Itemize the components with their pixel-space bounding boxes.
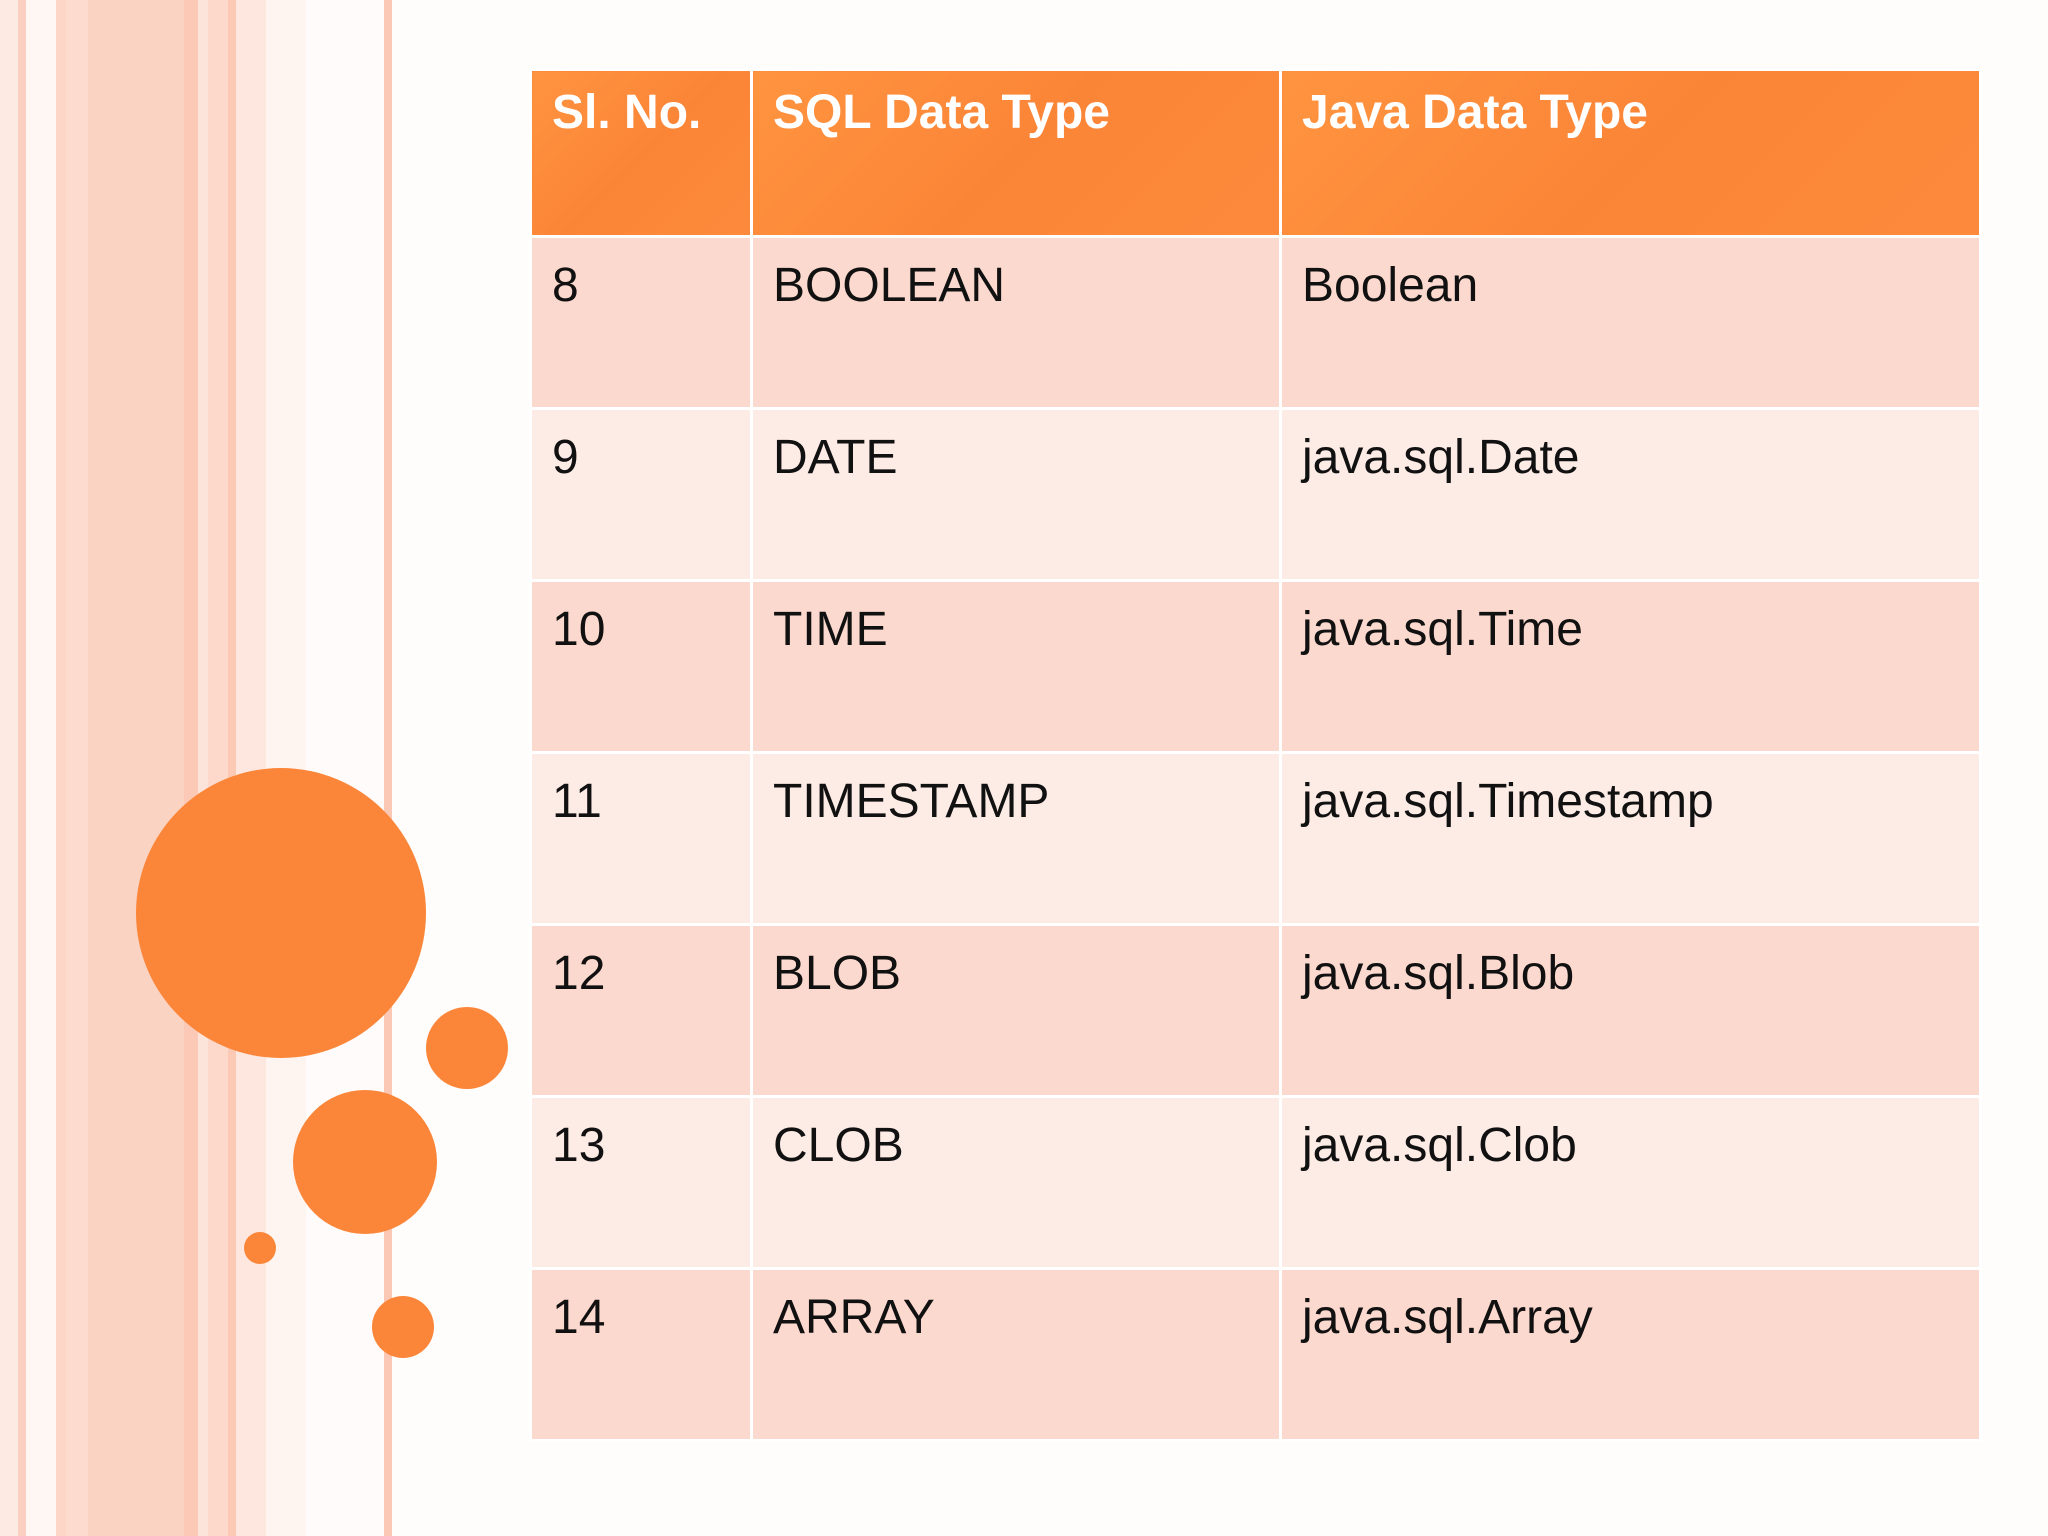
cell-java-type: java.sql.Timestamp (1279, 751, 1982, 926)
stripe (26, 0, 56, 1536)
cell-serial-number: 8 (529, 235, 753, 410)
cell-serial-number: 14 (529, 1267, 753, 1442)
cell-sql-type: TIME (750, 579, 1282, 754)
stripe (208, 0, 228, 1536)
cell-serial-number: 9 (529, 407, 753, 582)
stripe (0, 0, 18, 1536)
table-row: 10 TIME java.sql.Time (529, 579, 1982, 754)
cell-serial-number: 10 (529, 579, 753, 754)
cell-java-type: java.sql.Blob (1279, 923, 1982, 1098)
stripe (56, 0, 66, 1536)
table-row: 13 CLOB java.sql.Clob (529, 1095, 1982, 1270)
header-serial-number: Sl. No. (529, 68, 753, 238)
large-circle (136, 768, 426, 1058)
table-row: 11 TIMESTAMP java.sql.Timestamp (529, 751, 1982, 926)
stripe (384, 0, 392, 1536)
cell-java-type: java.sql.Array (1279, 1267, 1982, 1442)
small-circle (372, 1296, 434, 1358)
cell-sql-type: BOOLEAN (750, 235, 1282, 410)
cell-sql-type: CLOB (750, 1095, 1282, 1270)
cell-serial-number: 11 (529, 751, 753, 926)
cell-sql-type: TIMESTAMP (750, 751, 1282, 926)
cell-serial-number: 13 (529, 1095, 753, 1270)
stripe (88, 0, 184, 1536)
cell-sql-type: DATE (750, 407, 1282, 582)
cell-java-type: java.sql.Time (1279, 579, 1982, 754)
stripe (236, 0, 266, 1536)
stripe (66, 0, 88, 1536)
stripe (198, 0, 208, 1536)
header-java-data-type: Java Data Type (1279, 68, 1982, 238)
cell-java-type: java.sql.Date (1279, 407, 1982, 582)
data-type-table: Sl. No. SQL Data Type Java Data Type 8 B… (529, 68, 1982, 1442)
cell-java-type: Boolean (1279, 235, 1982, 410)
small-circle (426, 1007, 508, 1089)
medium-circle (293, 1090, 437, 1234)
table-row: 14 ARRAY java.sql.Array (529, 1267, 1982, 1442)
table-row: 9 DATE java.sql.Date (529, 407, 1982, 582)
stripe (184, 0, 198, 1536)
stripe (18, 0, 26, 1536)
header-sql-data-type: SQL Data Type (750, 68, 1282, 238)
cell-sql-type: ARRAY (750, 1267, 1282, 1442)
cell-sql-type: BLOB (750, 923, 1282, 1098)
cell-java-type: java.sql.Clob (1279, 1095, 1982, 1270)
stripe (306, 0, 384, 1536)
stripe (228, 0, 236, 1536)
table-row: 8 BOOLEAN Boolean (529, 235, 1982, 410)
tiny-circle (244, 1232, 276, 1264)
cell-serial-number: 12 (529, 923, 753, 1098)
table-header-row: Sl. No. SQL Data Type Java Data Type (529, 68, 1982, 238)
table-row: 12 BLOB java.sql.Blob (529, 923, 1982, 1098)
